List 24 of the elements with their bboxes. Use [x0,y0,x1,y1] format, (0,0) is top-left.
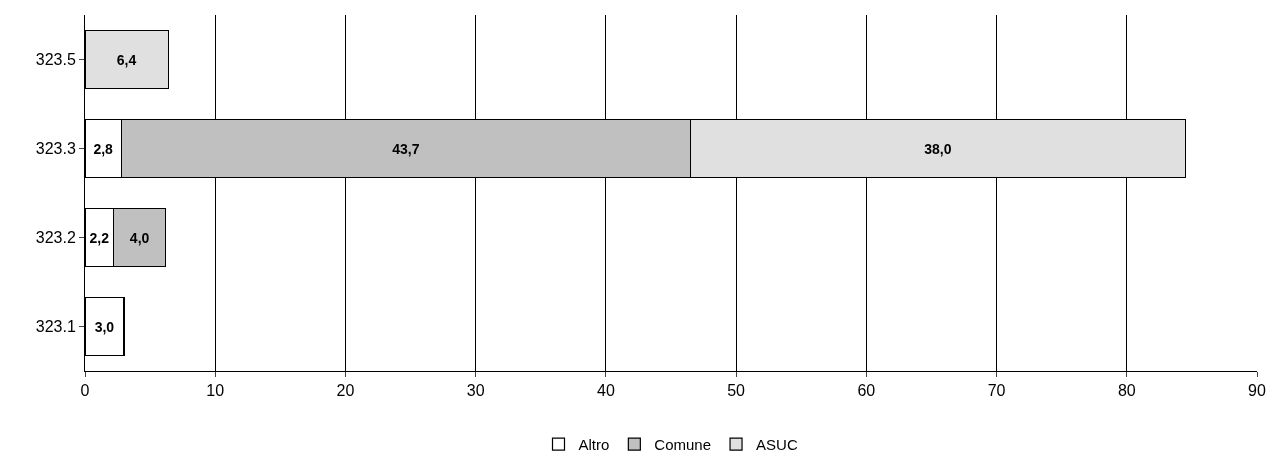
x-tick-label: 70 [987,382,1006,400]
data-label: 43,7 [392,140,420,157]
data-label: 3,0 [94,318,115,335]
data-label: 38,0 [924,140,952,157]
data-label: 2,8 [93,140,114,157]
x-tick-label: 0 [80,382,90,400]
x-tick-label: 40 [596,382,615,400]
y-tick-label: 323.5 [35,51,76,69]
y-tick-label: 323.1 [35,318,76,336]
legend-label: Comune [654,436,712,454]
x-tick-label: 50 [727,382,746,400]
x-tick-label: 90 [1248,382,1266,400]
x-tick-label: 20 [336,382,355,400]
y-tick-label: 323.3 [35,140,76,158]
legend-label: ASUC [756,436,798,454]
data-label: 4,0 [129,229,150,246]
x-tick-label: 30 [466,382,485,400]
x-tick-label: 10 [206,382,225,400]
data-label: 2,2 [89,229,110,246]
y-tick-label: 323.2 [35,229,76,247]
data-label: 6,4 [116,51,137,68]
x-tick-label: 80 [1117,382,1136,400]
legend-label: Altro [578,436,610,454]
x-tick-label: 60 [857,382,876,400]
